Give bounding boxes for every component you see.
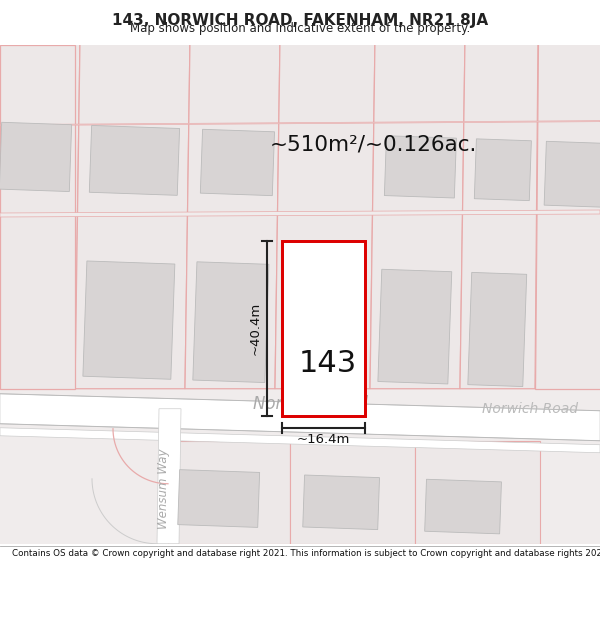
Polygon shape — [370, 40, 465, 389]
Polygon shape — [168, 441, 290, 544]
Text: Norwich Road: Norwich Road — [482, 402, 578, 416]
Text: Contains OS data © Crown copyright and database right 2021. This information is : Contains OS data © Crown copyright and d… — [12, 549, 600, 559]
Polygon shape — [178, 469, 260, 528]
Polygon shape — [0, 394, 600, 441]
Polygon shape — [0, 428, 600, 452]
Text: Map shows position and indicative extent of the property.: Map shows position and indicative extent… — [130, 22, 470, 35]
Polygon shape — [193, 262, 269, 382]
Polygon shape — [425, 479, 502, 534]
Polygon shape — [544, 141, 600, 208]
Polygon shape — [282, 241, 365, 416]
Polygon shape — [185, 40, 280, 389]
Polygon shape — [275, 40, 375, 389]
Polygon shape — [460, 40, 538, 389]
Polygon shape — [75, 40, 190, 389]
Polygon shape — [303, 475, 380, 529]
Polygon shape — [0, 45, 75, 389]
Polygon shape — [89, 126, 179, 196]
Polygon shape — [285, 291, 362, 366]
Polygon shape — [200, 129, 275, 196]
Polygon shape — [0, 210, 600, 217]
Polygon shape — [385, 136, 457, 198]
Polygon shape — [378, 269, 452, 384]
Text: Norwich Road: Norwich Road — [253, 395, 367, 413]
Polygon shape — [290, 441, 415, 544]
Polygon shape — [535, 40, 600, 389]
Text: ~16.4m: ~16.4m — [297, 433, 350, 446]
Text: ~510m²/~0.126ac.: ~510m²/~0.126ac. — [270, 135, 478, 155]
Text: Wensum Way: Wensum Way — [157, 449, 170, 529]
Text: 143: 143 — [299, 349, 357, 378]
Polygon shape — [468, 272, 527, 387]
Polygon shape — [475, 139, 532, 201]
Text: ~40.4m: ~40.4m — [248, 302, 262, 355]
Polygon shape — [415, 441, 540, 544]
Polygon shape — [157, 409, 181, 544]
Text: 143, NORWICH ROAD, FAKENHAM, NR21 8JA: 143, NORWICH ROAD, FAKENHAM, NR21 8JA — [112, 12, 488, 28]
Polygon shape — [0, 40, 80, 389]
Polygon shape — [83, 261, 175, 379]
Polygon shape — [0, 479, 157, 544]
Polygon shape — [0, 122, 71, 191]
Polygon shape — [0, 121, 600, 126]
